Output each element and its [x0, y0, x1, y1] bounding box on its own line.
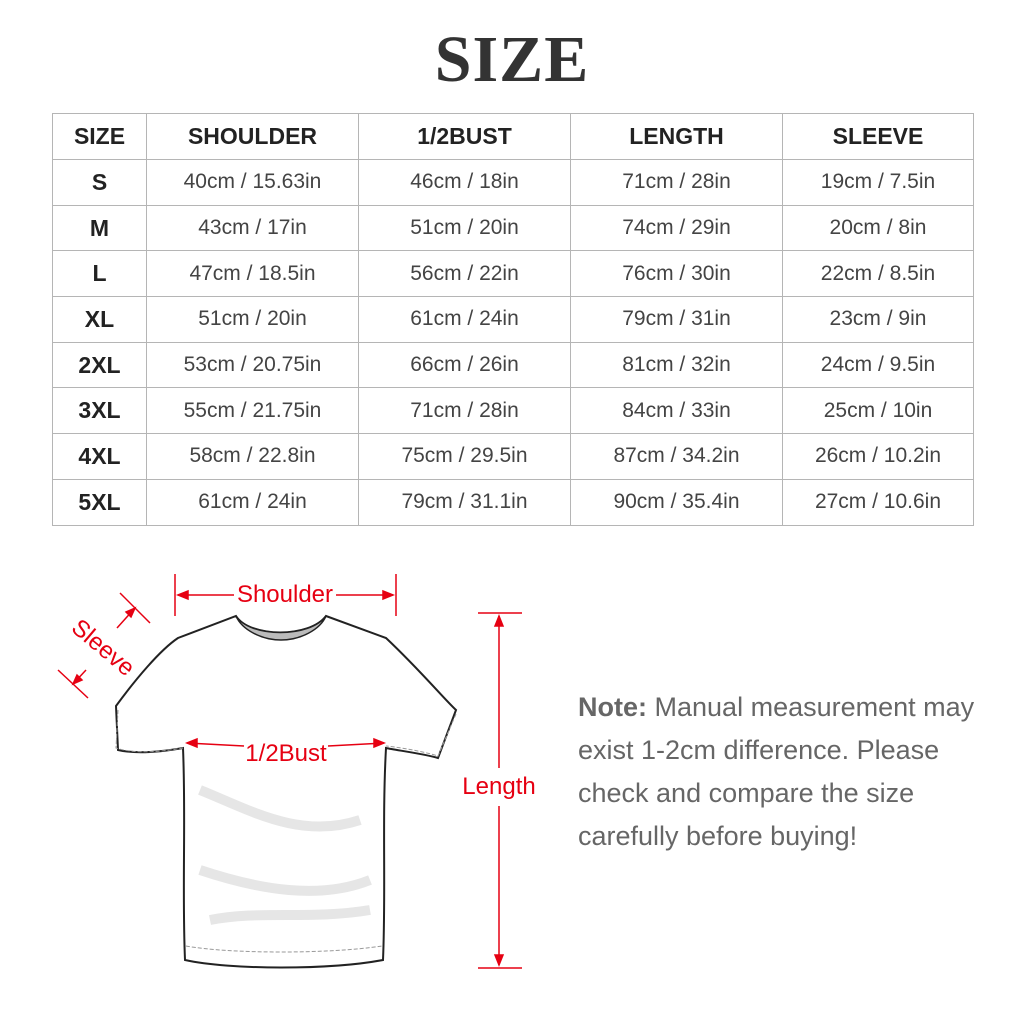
measurement-cell: 23cm / 9in [782, 296, 974, 343]
measurement-cell: 19cm / 7.5in [782, 159, 974, 206]
measurement-cell: 56cm / 22in [358, 250, 571, 298]
bust-label: 1/2Bust [245, 740, 327, 767]
measurement-cell: 74cm / 29in [570, 204, 783, 252]
size-cell: 3XL [52, 387, 147, 435]
measurement-cell: 84cm / 33in [570, 387, 783, 435]
measurement-cell: 26cm / 10.2in [782, 433, 974, 480]
measurement-cell: 24cm / 9.5in [782, 341, 974, 389]
measurement-cell: 61cm / 24in [358, 296, 571, 343]
measurement-cell: 90cm / 35.4in [570, 478, 783, 526]
note: Note: Manual measurement may exist 1-2cm… [578, 686, 998, 858]
measurement-cell: 87cm / 34.2in [570, 433, 783, 480]
length-label: Length [462, 773, 535, 800]
size-cell: L [52, 250, 147, 298]
size-cell: 4XL [52, 433, 147, 480]
measurement-cell: 51cm / 20in [358, 204, 571, 252]
measurement-cell: 20cm / 8in [782, 204, 974, 252]
table-row: 5XL 61cm / 24in 79cm / 31.1in 90cm / 35.4in… [52, 478, 974, 526]
table-row: XL 51cm / 20in 61cm / 24in 79cm / 31in 23cm … [52, 296, 974, 343]
table-row: 2XL 53cm / 20.75in 66cm / 26in 81cm / 32in 2… [52, 341, 974, 389]
measurement-cell: 51cm / 20in [146, 296, 359, 343]
measurement-cell: 71cm / 28in [570, 159, 783, 206]
size-cell: XL [52, 296, 147, 343]
measurement-cell: 40cm / 15.63in [146, 159, 359, 206]
size-table: SIZE SHOULDER 1/2BUST LENGTH SLEEVE S 40c… [52, 113, 974, 526]
measurement-cell: 55cm / 21.75in [146, 387, 359, 435]
tshirt-diagram: Shoulder Sleeve 1/2Bust Length [57, 574, 536, 969]
size-cell: M [52, 204, 147, 252]
measurement-cell: 75cm / 29.5in [358, 433, 571, 480]
measurement-cell: 76cm / 30in [570, 250, 783, 298]
sleeve-label: Sleeve [66, 614, 140, 682]
size-cell: S [52, 159, 147, 206]
table-row: 4XL 58cm / 22.8in 75cm / 29.5in 87cm / 34.2… [52, 433, 974, 480]
measurement-cell: 46cm / 18in [358, 159, 571, 206]
measurement-cell: 81cm / 32in [570, 341, 783, 389]
note-text: Manual measurement may exist 1-2cm diffe… [578, 692, 975, 851]
header-shoulder: SHOULDER [146, 113, 359, 160]
measurement-cell: 25cm / 10in [782, 387, 974, 435]
table-row: M 43cm / 17in 51cm / 20in 74cm / 29in 20cm /… [52, 204, 974, 252]
table-header-row: SIZE SHOULDER 1/2BUST LENGTH SLEEVE [52, 113, 974, 160]
header-sleeve: SLEEVE [782, 113, 974, 160]
measurement-cell: 79cm / 31.1in [358, 478, 571, 526]
header-length: LENGTH [570, 113, 783, 160]
measurement-cell: 66cm / 26in [358, 341, 571, 389]
table-row: L 47cm / 18.5in 56cm / 22in 76cm / 30in 22cm… [52, 250, 974, 298]
size-cell: 2XL [52, 341, 147, 389]
page-title: SIZE [434, 23, 590, 96]
measurement-cell: 61cm / 24in [146, 478, 359, 526]
table-row: S 40cm / 15.63in 46cm / 18in 71cm / 28in 19c… [52, 159, 974, 206]
header-bust: 1/2BUST [358, 113, 571, 160]
measurement-cell: 58cm / 22.8in [146, 433, 359, 480]
header-size: SIZE [52, 113, 147, 160]
measurement-cell: 27cm / 10.6in [782, 478, 974, 526]
measurement-cell: 43cm / 17in [146, 204, 359, 252]
measurement-cell: 79cm / 31in [570, 296, 783, 343]
table-row: 3XL 55cm / 21.75in 71cm / 28in 84cm / 33in 2… [52, 387, 974, 435]
measurement-cell: 71cm / 28in [358, 387, 571, 435]
measurement-cell: 53cm / 20.75in [146, 341, 359, 389]
note-label: Note: [578, 692, 647, 722]
measurement-cell: 22cm / 8.5in [782, 250, 974, 298]
shoulder-label: Shoulder [237, 581, 333, 608]
size-cell: 5XL [52, 478, 147, 526]
measurement-cell: 47cm / 18.5in [146, 250, 359, 298]
